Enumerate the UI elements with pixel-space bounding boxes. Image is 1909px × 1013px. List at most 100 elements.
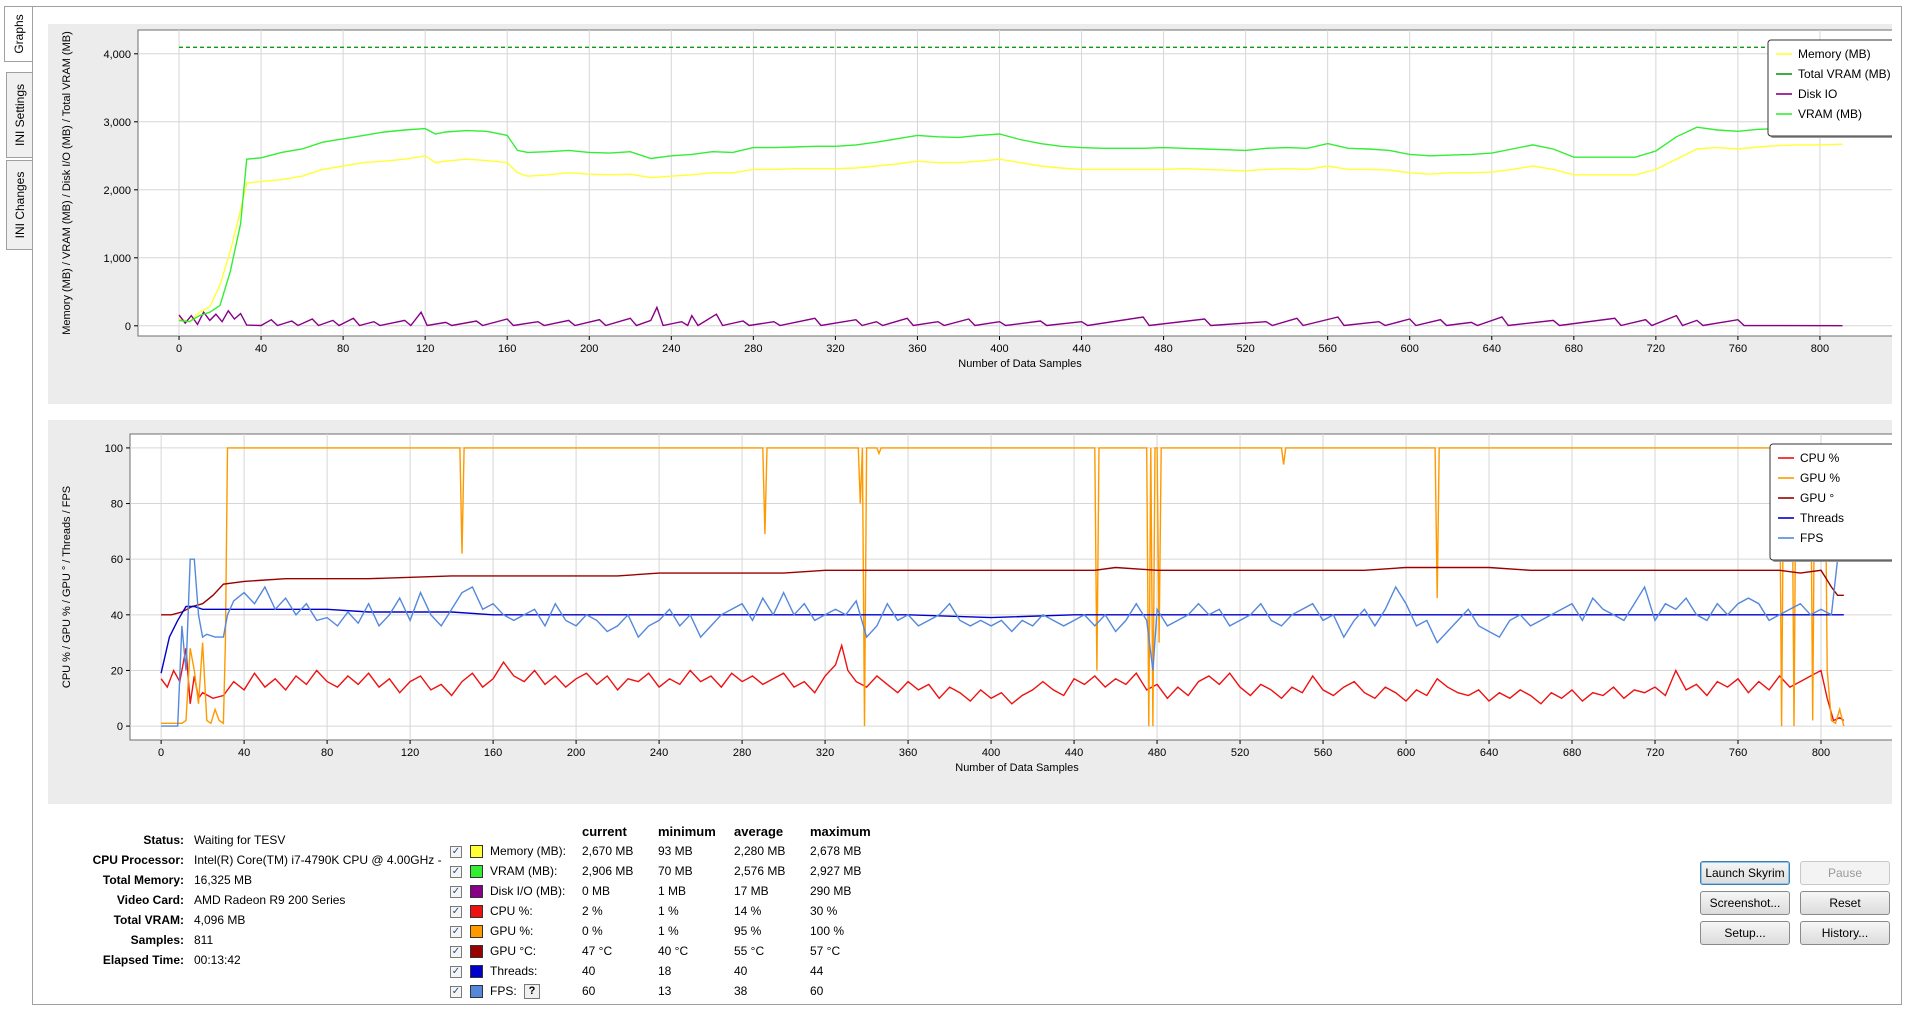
samples-value: 811 xyxy=(194,933,214,947)
x-tick-label: 320 xyxy=(826,343,844,355)
tab-graphs[interactable]: Graphs xyxy=(4,6,33,62)
setup-button[interactable]: Setup... xyxy=(1700,921,1790,945)
x-axis-label: Number of Data Samples xyxy=(958,358,1082,370)
y-tick-label: 40 xyxy=(111,610,123,622)
plot-area xyxy=(129,433,1892,741)
stat-current: 0 MB xyxy=(582,884,611,898)
x-tick-label: 80 xyxy=(337,343,349,355)
x-axis-label: Number of Data Samples xyxy=(955,762,1079,774)
legend-entry: Total VRAM (MB) xyxy=(1798,67,1891,81)
legend-entry: GPU ° xyxy=(1800,491,1834,505)
series-color-swatch[interactable] xyxy=(470,865,483,878)
x-tick-label: 120 xyxy=(416,343,434,355)
x-tick-label: 160 xyxy=(484,747,502,759)
series-color-swatch[interactable] xyxy=(470,885,483,898)
stat-name: VRAM (MB): xyxy=(490,864,558,878)
tab-graphs-label: Graphs xyxy=(12,14,26,54)
vertical-tab-strip: Graphs INI Settings INI Changes xyxy=(0,0,36,1013)
series-visibility-checkbox[interactable]: ✓ xyxy=(450,966,462,978)
series-line-gpu xyxy=(161,566,1844,616)
tab-ini-settings-label: INI Settings xyxy=(12,83,27,147)
x-tick-label: 360 xyxy=(899,747,917,759)
x-tick-label: 680 xyxy=(1565,343,1583,355)
info-elapsed-row: Elapsed Time: 00:13:42 xyxy=(40,950,600,970)
x-tick-label: 160 xyxy=(498,343,516,355)
series-color-swatch[interactable] xyxy=(470,845,483,858)
stat-maximum: 60 xyxy=(810,984,824,998)
stat-row: ✓ Threads: 40 18 40 44 xyxy=(440,962,920,982)
series-color-swatch[interactable] xyxy=(470,985,483,998)
stat-maximum: 57 °C xyxy=(810,944,841,958)
stat-average: 2,576 MB xyxy=(734,864,786,878)
series-visibility-checkbox[interactable]: ✓ xyxy=(450,906,462,918)
y-tick-label: 100 xyxy=(105,443,123,455)
stat-row: ✓ VRAM (MB): 2,906 MB 70 MB 2,576 MB 2,927 MB xyxy=(440,862,920,882)
y-axis-label: CPU % / GPU % / GPU ° / Threads / FPS xyxy=(61,486,73,688)
tab-ini-changes-label: INI Changes xyxy=(12,171,27,239)
stat-minimum: 13 xyxy=(658,984,672,998)
series-color-swatch[interactable] xyxy=(470,925,483,938)
y-tick-label: 2,000 xyxy=(103,185,131,197)
x-tick-label: 520 xyxy=(1231,747,1249,759)
info-video-row: Video Card: AMD Radeon R9 200 Series xyxy=(40,890,600,910)
stat-maximum: 290 MB xyxy=(810,884,852,898)
x-tick-label: 40 xyxy=(238,747,250,759)
x-tick-label: 640 xyxy=(1480,747,1498,759)
x-tick-label: 0 xyxy=(176,343,182,355)
stat-minimum: 1 % xyxy=(658,924,679,938)
total-vram-value: 4,096 MB xyxy=(194,913,246,927)
cpu-value: Intel(R) Core(TM) i7-4790K CPU @ 4.00GHz… xyxy=(194,853,442,867)
tab-ini-settings[interactable]: INI Settings xyxy=(6,72,32,158)
series-line-cpu xyxy=(160,642,1845,722)
history-button[interactable]: History... xyxy=(1800,921,1890,945)
series-visibility-checkbox[interactable]: ✓ xyxy=(450,846,462,858)
x-tick-label: 560 xyxy=(1318,343,1336,355)
y-tick-label: 1,000 xyxy=(103,253,131,265)
x-tick-label: 440 xyxy=(1072,343,1090,355)
x-tick-label: 760 xyxy=(1729,343,1747,355)
legend xyxy=(1767,39,1892,137)
series-visibility-checkbox[interactable]: ✓ xyxy=(450,866,462,878)
series-visibility-checkbox[interactable]: ✓ xyxy=(450,986,462,998)
stat-maximum: 2,678 MB xyxy=(810,844,862,858)
performance-chart-svg: 0 40 80 120 160 200 240 280 320 360 400 440 480 520 56… xyxy=(61,433,1892,774)
series-color-swatch[interactable] xyxy=(470,905,483,918)
screenshot-button[interactable]: Screenshot... xyxy=(1700,891,1790,915)
stat-average: 38 xyxy=(734,984,748,998)
x-tick-label: 40 xyxy=(255,343,267,355)
stat-current: 2 % xyxy=(582,904,603,918)
series-visibility-checkbox[interactable]: ✓ xyxy=(450,926,462,938)
stat-current: 47 °C xyxy=(582,944,613,958)
stat-minimum: 1 % xyxy=(658,904,679,918)
memory-value: 16,325 MB xyxy=(194,873,253,887)
launch-skyrim-button[interactable]: Launch Skyrim xyxy=(1700,861,1790,885)
x-tick-label: 280 xyxy=(744,343,762,355)
series-visibility-checkbox[interactable]: ✓ xyxy=(450,946,462,958)
stat-name: CPU %: xyxy=(490,904,533,918)
stat-average: 55 °C xyxy=(734,944,765,958)
series-line-vram-mb xyxy=(178,126,1843,323)
reset-button[interactable]: Reset xyxy=(1800,891,1890,915)
info-vram-row: Total VRAM: 4,096 MB xyxy=(40,910,600,930)
pause-button[interactable]: Pause xyxy=(1800,861,1890,885)
legend-entry: FPS xyxy=(1800,531,1823,545)
memory-chart: 0 40 80 120 160 200 240 280 320 360 400 440 480 520 56… xyxy=(48,24,1892,404)
status-value: Waiting for TESV xyxy=(194,833,286,847)
stat-current: 40 xyxy=(582,964,596,978)
x-tick-label: 520 xyxy=(1236,343,1254,355)
series-visibility-checkbox[interactable]: ✓ xyxy=(450,886,462,898)
fps-help-button[interactable]: ? xyxy=(524,984,540,999)
video-card-label: Video Card: xyxy=(116,893,184,907)
series-line-threads xyxy=(160,605,1844,674)
x-tick-label: 800 xyxy=(1812,747,1830,759)
stat-name: GPU %: xyxy=(490,924,534,938)
status-label: Status: xyxy=(143,833,184,847)
series-color-swatch[interactable] xyxy=(470,965,483,978)
stat-average: 17 MB xyxy=(734,884,769,898)
header-maximum: maximum xyxy=(810,824,871,839)
stat-average: 14 % xyxy=(734,904,762,918)
tab-ini-changes[interactable]: INI Changes xyxy=(6,160,32,250)
series-color-swatch[interactable] xyxy=(470,945,483,958)
x-tick-label: 680 xyxy=(1563,747,1581,759)
legend xyxy=(1769,443,1892,561)
